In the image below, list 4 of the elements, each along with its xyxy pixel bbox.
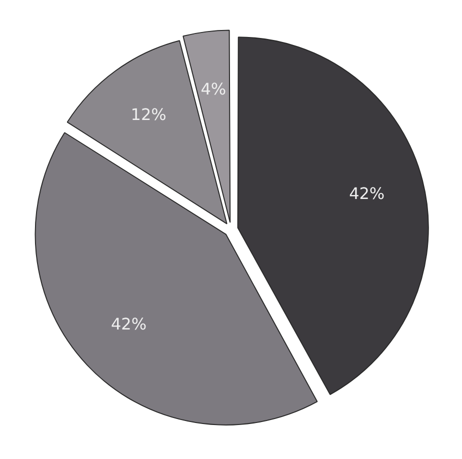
data-label: 12% [130, 105, 166, 124]
data-label: 42% [110, 314, 147, 334]
data-label: 42% [349, 184, 385, 203]
data-label: 4% [200, 80, 226, 99]
